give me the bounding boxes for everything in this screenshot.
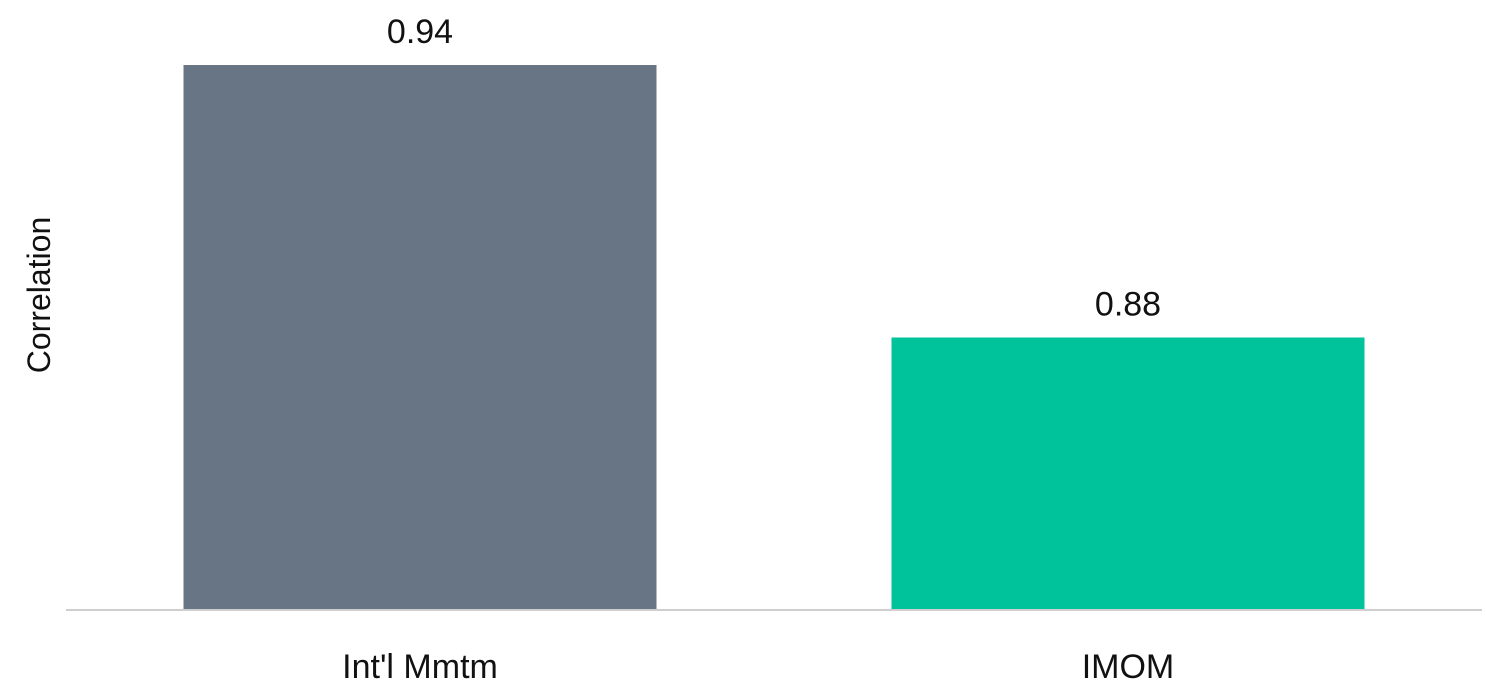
bar-value-label: 0.94 bbox=[387, 13, 453, 51]
y-axis-label: Correlation bbox=[21, 217, 57, 374]
bar-1 bbox=[183, 65, 657, 610]
bars-layer bbox=[183, 65, 1365, 610]
bar-value-label: 0.88 bbox=[1095, 286, 1161, 324]
labels-layer: 0.94 Int'l Mmtm 0.88 IMOM bbox=[342, 13, 1174, 682]
x-tick-label: Int'l Mmtm bbox=[342, 648, 498, 682]
x-tick-label: IMOM bbox=[1082, 648, 1175, 682]
bar-2 bbox=[891, 337, 1365, 610]
